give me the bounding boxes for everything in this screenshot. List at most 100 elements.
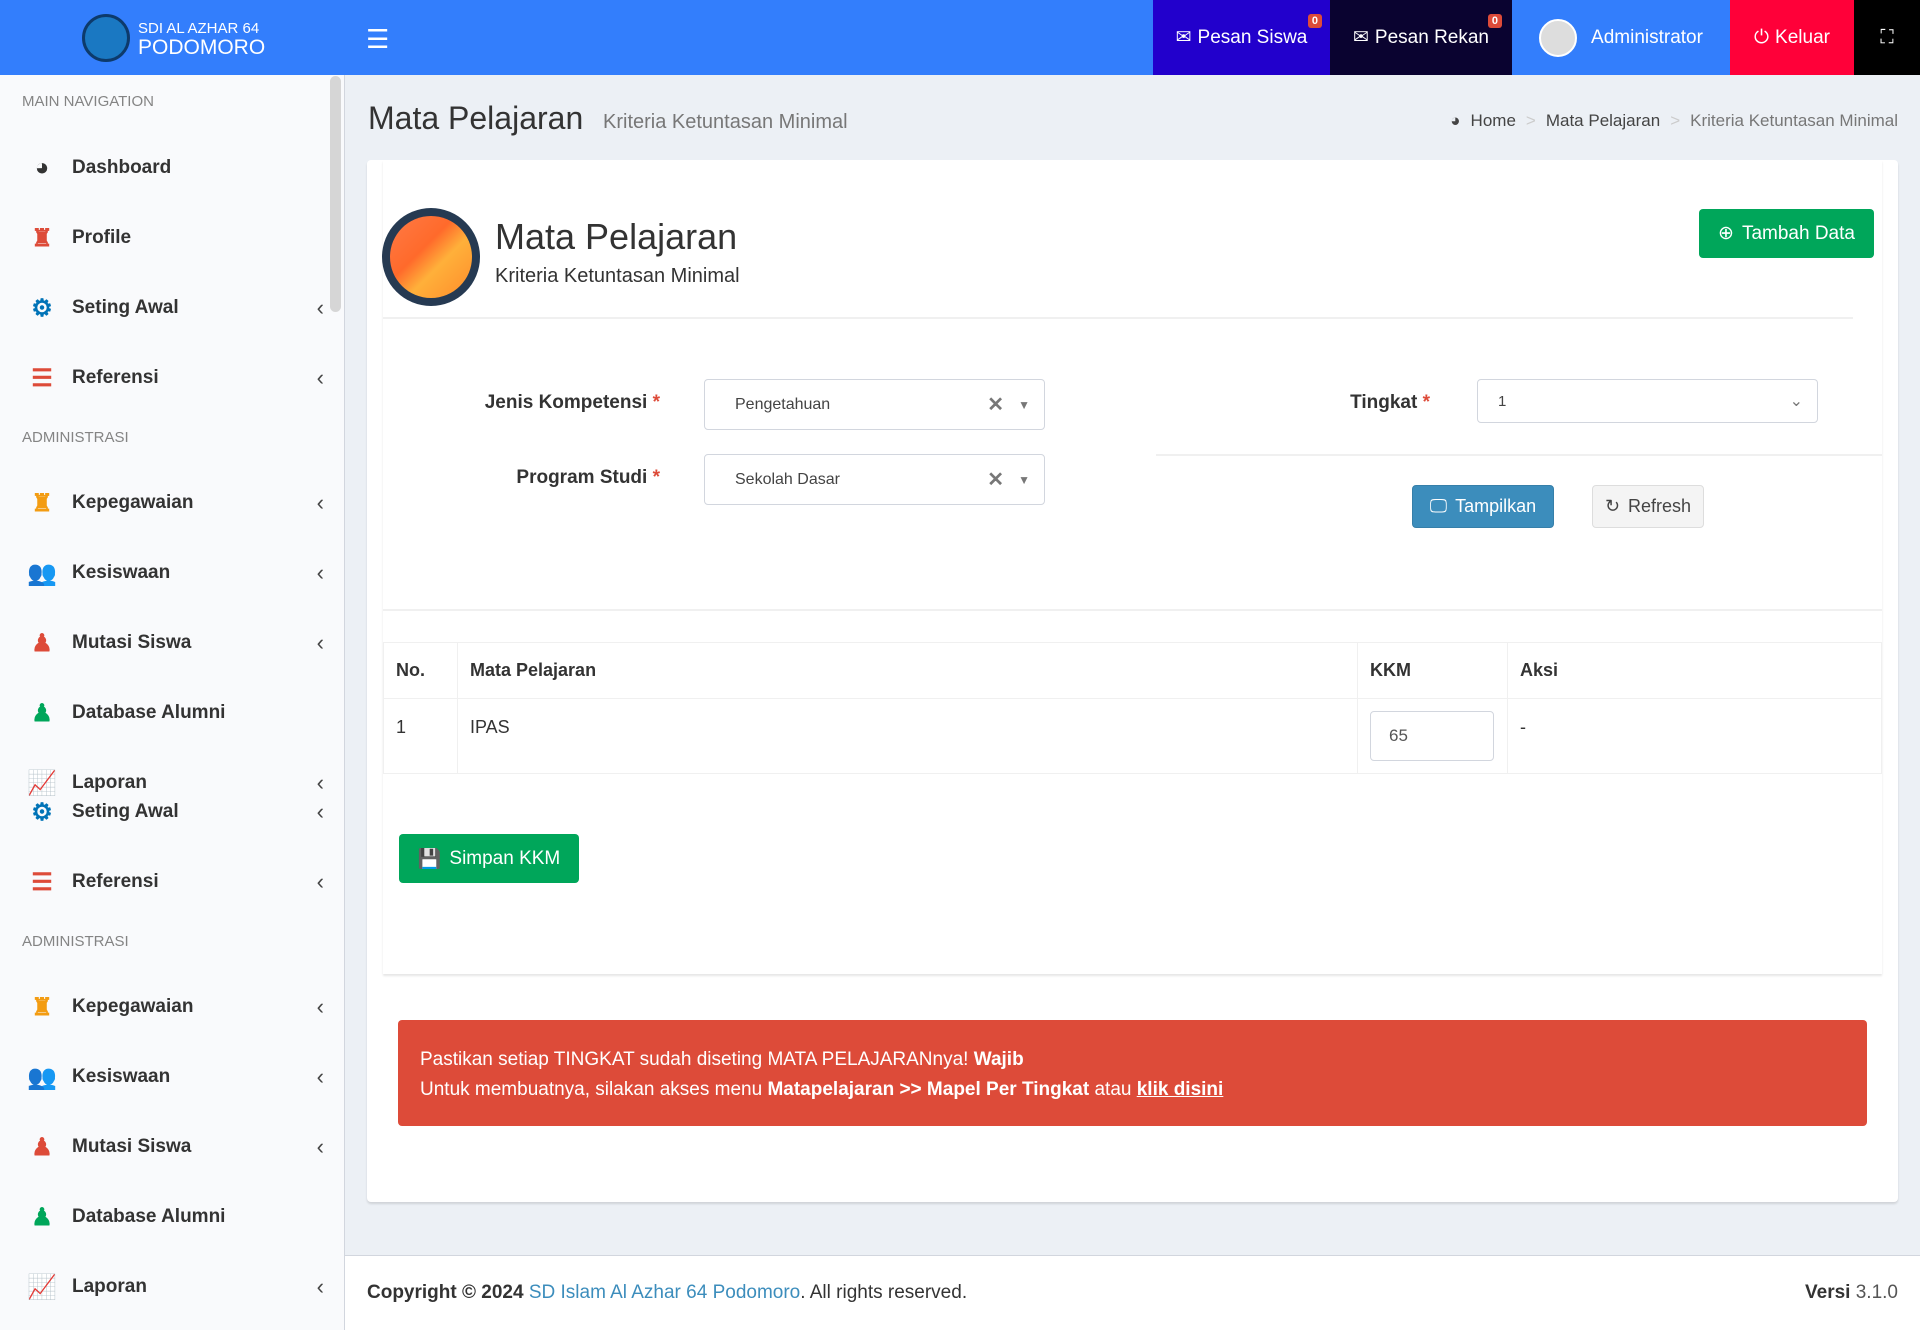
card-title: Mata Pelajaran (495, 216, 738, 257)
pesan-siswa-button[interactable]: ✉ Pesan Siswa 0 (1153, 0, 1330, 75)
gear-icon: ⚙ (31, 294, 53, 322)
breadcrumb-current: Kriteria Ketuntasan Minimal (1690, 111, 1898, 130)
caret-down-icon: ▼ (1018, 397, 1030, 412)
sidebar-item-seting-awal[interactable]: ⚙ Seting Awal ‹ (24, 792, 324, 832)
plus-circle-icon: ⊕ (1718, 223, 1734, 244)
program-studi-select[interactable]: Sekolah Dasar ✕ ▼ (704, 454, 1045, 505)
chevron-left-icon: ‹ (316, 770, 324, 795)
divider (1156, 454, 1882, 456)
sidebar-item-label: Database Alumni (72, 702, 226, 723)
dashboard-icon: ◕ (34, 154, 50, 181)
sidebar-item-label: Seting Awal (72, 801, 179, 822)
cell-mapel: IPAS (457, 698, 1358, 774)
line-chart-icon: 📈 (27, 1273, 57, 1301)
user-secret-icon: ♜ (31, 224, 53, 252)
inner-card (383, 160, 1882, 974)
user-md-icon: ♟ (31, 699, 53, 727)
col-kkm: KKM (1357, 642, 1508, 699)
chevron-left-icon: ‹ (316, 630, 324, 655)
refresh-button[interactable]: ↻ Refresh (1592, 485, 1704, 528)
klik-disini-link[interactable]: klik disini (1136, 1079, 1224, 1100)
sidebar-item-database-alumni[interactable]: ♟ Database Alumni (24, 693, 324, 733)
org-link[interactable]: SD Islam Al Azhar 64 Podomoro (528, 1282, 801, 1303)
sidebar-item-laporan[interactable]: 📈 Laporan ‹ (24, 763, 324, 803)
breadcrumb-mapel[interactable]: Mata Pelajaran (1545, 111, 1661, 130)
avatar (1539, 18, 1578, 57)
sidebar-item-seting-awal[interactable]: ⚙ Seting Awal ‹ (24, 288, 324, 328)
monitor-icon: 🖵 (1429, 496, 1448, 516)
brand-top: SDI AL AZHAR 64 (138, 20, 260, 37)
breadcrumb-home[interactable]: Home (1470, 111, 1516, 130)
chevron-left-icon: ‹ (316, 295, 324, 320)
warning-alert: Pastikan setiap TINGKAT sudah diseting M… (398, 1020, 1867, 1126)
col-mapel: Mata Pelajaran (457, 642, 1358, 699)
sidebar-item-mutasi-siswa[interactable]: ♟ Mutasi Siswa ‹ (24, 1127, 324, 1167)
top-navbar: SDI AL AZHAR 64 PODOMORO ☰ ✉ Pesan Siswa … (0, 0, 1920, 75)
sidebar-scrollbar[interactable] (330, 76, 341, 312)
sidebar (0, 75, 345, 1330)
school-logo[interactable] (82, 14, 130, 62)
page-title: Mata Pelajaran (368, 100, 584, 136)
user-secret-icon: ♜ (31, 489, 53, 517)
sidebar-item-label: Referensi (72, 367, 159, 388)
sidebar-item-label: Kesiswaan (72, 1066, 171, 1087)
col-aksi: Aksi (1507, 642, 1882, 699)
line-chart-icon: 📈 (27, 769, 57, 797)
chevron-left-icon: ‹ (316, 1064, 324, 1089)
divider (383, 609, 1882, 611)
envelope-icon: ✉ (1175, 27, 1192, 48)
sidebar-item-laporan[interactable]: 📈 Laporan ‹ (24, 1267, 324, 1307)
tambah-data-button[interactable]: ⊕ Tambah Data (1699, 209, 1874, 258)
clear-icon[interactable]: ✕ (987, 394, 1004, 416)
sidebar-item-kepegawaian[interactable]: ♜ Kepegawaian ‹ (24, 483, 324, 523)
fullscreen-button[interactable]: ⛶ (1854, 0, 1920, 75)
pesan-siswa-badge: 0 (1307, 14, 1322, 28)
jenis-kompetensi-select[interactable]: Pengetahuan ✕ ▼ (704, 379, 1045, 430)
chevron-left-icon: ‹ (316, 869, 324, 894)
sidebar-item-kesiswaan[interactable]: 👥 Kesiswaan ‹ (24, 553, 324, 593)
divider (383, 317, 1853, 319)
brand-bottom: PODOMORO (138, 36, 266, 59)
sidebar-item-database-alumni[interactable]: ♟ Database Alumni (24, 1197, 324, 1237)
user-md-icon: ♟ (31, 1203, 53, 1231)
menu-toggle-icon[interactable]: ☰ (366, 24, 390, 54)
sidebar-item-kepegawaian[interactable]: ♜ Kepegawaian ‹ (24, 987, 324, 1027)
col-no: No. (383, 642, 458, 699)
logout-button[interactable]: ⏻ Keluar (1730, 0, 1854, 75)
sidebar-item-label: Kepegawaian (72, 492, 194, 513)
clear-icon[interactable]: ✕ (987, 469, 1004, 491)
chevron-left-icon: ‹ (316, 799, 324, 824)
expand-icon: ⛶ (1880, 26, 1894, 48)
user-md-icon: ♟ (31, 629, 53, 657)
users-icon: 👥 (27, 1063, 57, 1091)
sidebar-item-label: Kepegawaian (72, 996, 194, 1017)
sidebar-item-mutasi-siswa[interactable]: ♟ Mutasi Siswa ‹ (24, 623, 324, 663)
sidebar-item-label: Referensi (72, 871, 159, 892)
cell-aksi: - (1507, 698, 1882, 774)
sidebar-item-dashboard[interactable]: ◕ Dashboard (24, 148, 324, 188)
sidebar-item-label: Seting Awal (72, 297, 179, 318)
footer: Copyright © 2024 SD Islam Al Azhar 64 Po… (345, 1255, 1920, 1330)
chevron-left-icon: ‹ (316, 490, 324, 515)
kkm-input[interactable] (1370, 711, 1494, 761)
sidebar-header: ADMINISTRASI (22, 933, 129, 950)
sidebar-item-referensi[interactable]: ☰ Referensi ‹ (24, 358, 324, 398)
pesan-rekan-badge: 0 (1487, 14, 1502, 28)
dashboard-icon: ◕ (1450, 111, 1461, 130)
chevron-left-icon: ‹ (316, 365, 324, 390)
pesan-rekan-button[interactable]: ✉ Pesan Rekan 0 (1330, 0, 1512, 75)
sidebar-header: ADMINISTRASI (22, 429, 129, 446)
simpan-kkm-button[interactable]: 💾 Simpan KKM (399, 834, 579, 883)
tingkat-select[interactable]: 1 ⌄ (1477, 379, 1818, 423)
sidebar-item-kesiswaan[interactable]: 👥 Kesiswaan ‹ (24, 1057, 324, 1097)
list-icon: ☰ (31, 868, 53, 896)
sidebar-item-profile[interactable]: ♜ Profile (24, 218, 324, 258)
sidebar-item-label: Kesiswaan (72, 562, 171, 583)
tampilkan-button[interactable]: 🖵 Tampilkan (1412, 485, 1554, 528)
sidebar-item-referensi[interactable]: ☰ Referensi ‹ (24, 862, 324, 902)
user-menu[interactable]: Administrator (1512, 0, 1730, 75)
kkm-table: No. Mata Pelajaran KKM Aksi 1 IPAS - (383, 642, 1882, 774)
chevron-left-icon: ‹ (316, 560, 324, 585)
sidebar-item-label: Database Alumni (72, 1206, 226, 1227)
pencil-logo-icon (382, 208, 480, 306)
